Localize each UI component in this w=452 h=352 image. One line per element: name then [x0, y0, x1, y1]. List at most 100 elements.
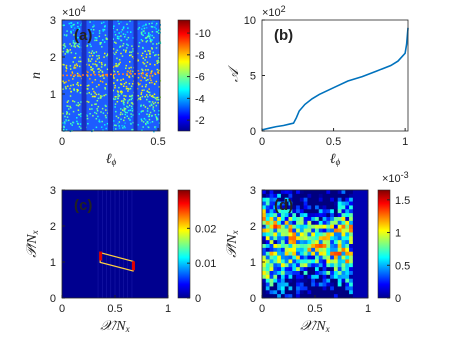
heatmap-cell — [98, 35, 101, 38]
heatmap-cell — [277, 220, 282, 226]
heatmap-cell — [64, 45, 67, 48]
heatmap-cell — [333, 278, 339, 283]
heatmap-cell — [117, 91, 119, 93]
heatmap-cell — [356, 282, 361, 287]
heatmap-cell — [70, 22, 72, 24]
heatmap-cell — [113, 31, 116, 33]
heatmap-cell — [146, 39, 149, 42]
heatmap-cell — [141, 30, 144, 33]
heatmap-cell — [318, 294, 323, 299]
heatmap-cell — [104, 64, 106, 67]
heatmap-cell — [307, 278, 312, 283]
x-axis-label-sub: ϕ — [336, 157, 341, 167]
heatmap-cell — [280, 220, 286, 226]
heatmap-cell — [103, 41, 106, 43]
heatmap-cell — [265, 220, 270, 226]
heatmap-cell — [364, 282, 369, 287]
heatmap-cell — [265, 263, 270, 268]
heatmap-cell — [311, 193, 316, 199]
heatmap-cell — [115, 115, 118, 118]
heatmap-cell — [70, 30, 72, 33]
heatmap-cell — [330, 282, 335, 287]
heatmap-cell — [273, 209, 278, 214]
heatmap-cell — [117, 95, 119, 97]
heatmap-cell — [330, 255, 335, 260]
heatmap-cell — [280, 247, 286, 253]
heatmap-cell — [92, 115, 94, 117]
heatmap-cell — [120, 93, 123, 95]
heatmap-cell — [93, 90, 95, 93]
y-axis-label: 𝒫/Nx — [25, 230, 40, 257]
heatmap-cell — [262, 290, 267, 295]
heatmap-cell — [273, 205, 278, 210]
heatmap-cell — [307, 209, 312, 214]
heatmap-cell — [265, 236, 270, 241]
heatmap-cell — [65, 81, 67, 83]
heatmap-cell — [70, 25, 72, 27]
heatmap-cell — [86, 100, 88, 103]
heatmap-cell — [141, 71, 144, 74]
heatmap-cell — [333, 232, 339, 237]
heatmap-cell — [145, 27, 148, 29]
heatmap-cell — [337, 193, 342, 199]
heatmap-cell — [86, 45, 88, 48]
heatmap-cell — [269, 294, 274, 299]
heatmap-cell — [280, 263, 286, 268]
heatmap-cell — [71, 24, 74, 27]
heatmap-cell — [262, 282, 267, 287]
heatmap-cell — [152, 108, 154, 110]
heatmap-cell — [143, 27, 146, 30]
heatmap-cell — [77, 84, 80, 87]
axis-scale-main: ×10 — [262, 7, 281, 19]
heatmap-cell — [288, 251, 293, 256]
heatmap-cell — [103, 77, 105, 79]
heatmap-cell — [303, 232, 308, 237]
colorbar — [177, 19, 191, 132]
heatmap-cell — [296, 255, 301, 260]
heatmap-cell — [345, 209, 350, 214]
heatmap-cell — [158, 86, 161, 88]
heatmap-cell — [311, 220, 316, 226]
heatmap-cell — [322, 236, 327, 241]
heatmap-cell — [262, 274, 267, 280]
heatmap-cell — [95, 60, 97, 63]
heatmap-cell — [315, 224, 320, 229]
heatmap-cell — [77, 89, 79, 92]
heatmap-cell — [88, 60, 90, 62]
heatmap-cell — [364, 201, 369, 206]
heatmap-cell — [157, 71, 159, 73]
heatmap-cell — [106, 122, 109, 125]
heatmap-cell — [341, 190, 346, 195]
heatmap-cell — [158, 69, 161, 72]
heatmap-cell — [269, 263, 274, 268]
heatmap-cell — [99, 97, 102, 99]
heatmap-cell — [284, 228, 289, 233]
heatmap-cell — [69, 43, 71, 45]
heatmap-cell — [117, 37, 120, 40]
heatmap-cell — [66, 113, 68, 115]
heatmap-cell — [292, 193, 297, 199]
heatmap-cell — [131, 83, 134, 85]
heatmap-cell — [92, 129, 95, 131]
heatmap-cell — [128, 88, 130, 90]
heatmap-cell — [78, 28, 81, 31]
heatmap-cell — [299, 251, 304, 256]
heatmap-cell — [352, 247, 357, 253]
heatmap-cell — [150, 95, 153, 98]
heatmap-cell — [126, 38, 128, 41]
heatmap-cell — [296, 244, 301, 249]
heatmap-cell — [90, 28, 93, 31]
heatmap-cell — [70, 90, 72, 93]
heatmap-cell — [315, 220, 320, 226]
heatmap-cell — [288, 232, 293, 237]
heatmap-cell — [142, 121, 145, 123]
heatmap-cell — [106, 75, 109, 77]
heatmap-cell — [129, 51, 131, 53]
heatmap-cell — [66, 111, 68, 113]
heatmap-cell — [330, 197, 335, 202]
heatmap-cell — [151, 114, 153, 117]
heatmap-cell — [307, 255, 312, 260]
heatmap-cell — [352, 255, 357, 260]
heatmap-cell — [315, 201, 320, 206]
heatmap-cell — [360, 247, 365, 253]
